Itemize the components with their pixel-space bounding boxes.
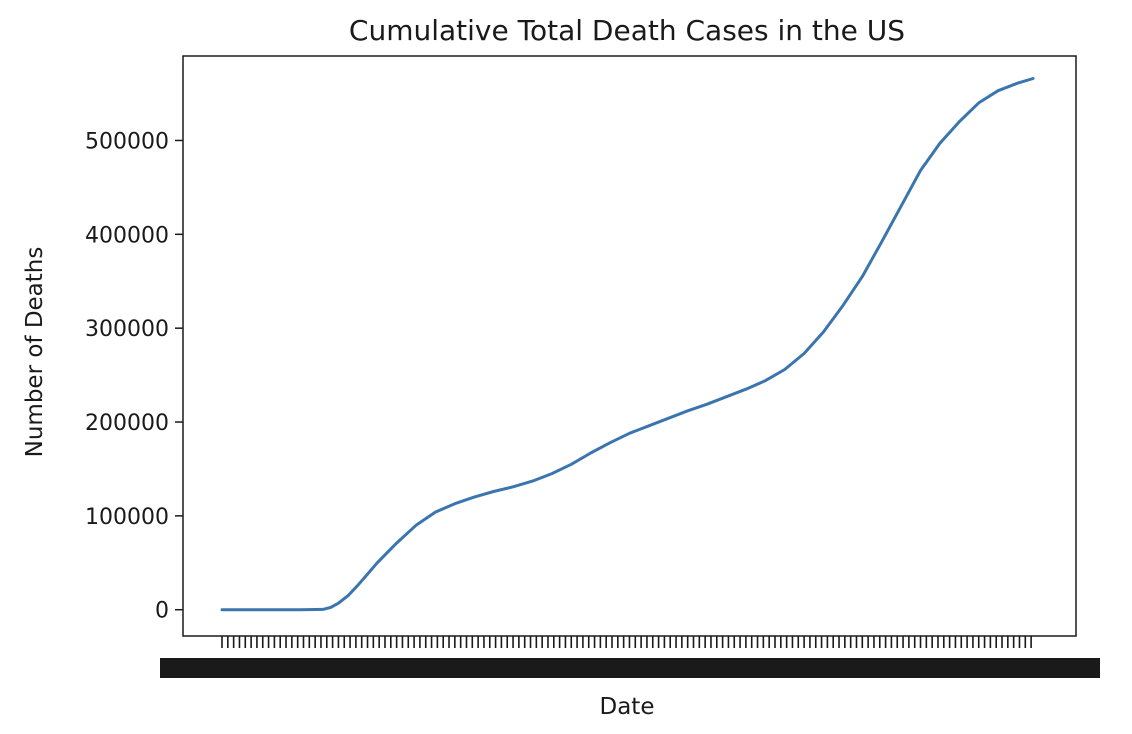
chart-title: Cumulative Total Death Cases in the US (349, 14, 905, 47)
y-axis-ticks: 0 100000 200000 300000 400000 500000 (85, 129, 183, 624)
y-axis-label: Number of Deaths (22, 247, 48, 458)
series-line (220, 77, 1035, 612)
y-tick-label: 0 (155, 599, 169, 624)
series-lines (220, 77, 1035, 612)
y-tick-label: 300000 (85, 317, 169, 342)
y-tick-label: 400000 (85, 223, 169, 248)
y-tick-label: 100000 (85, 505, 169, 530)
x-axis-label: Date (600, 694, 655, 720)
x-axis-ticks (160, 636, 1100, 678)
x-tick-labels-overlapped (160, 658, 1100, 678)
plot-area-frame (182, 55, 1077, 637)
y-tick-label: 200000 (85, 411, 169, 436)
y-tick-label: 500000 (85, 129, 169, 154)
